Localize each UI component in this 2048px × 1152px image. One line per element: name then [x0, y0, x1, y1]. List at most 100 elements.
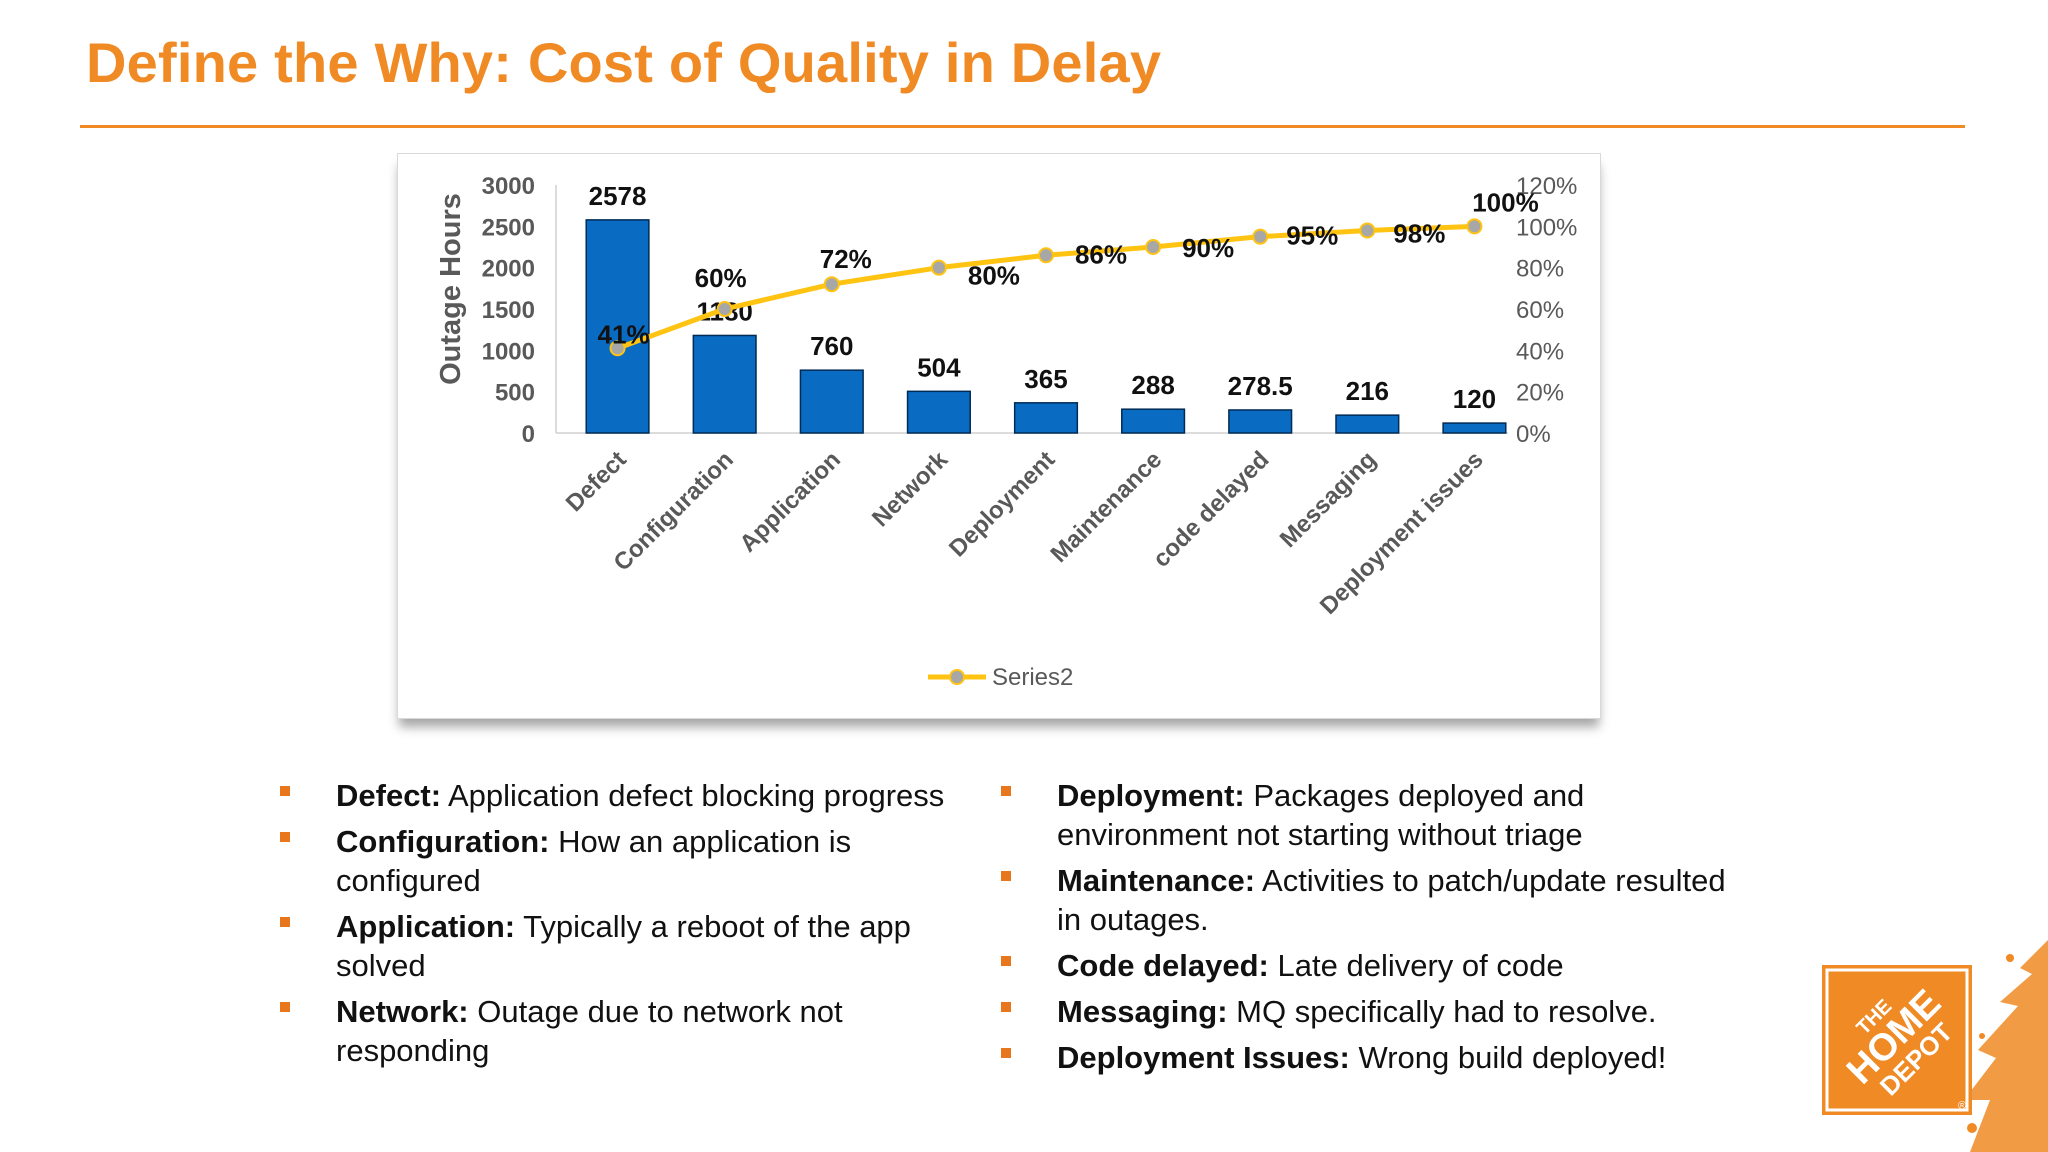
line-point [716, 301, 733, 317]
x-tick-label: Defect [561, 446, 632, 517]
definition-term: Configuration: [336, 824, 550, 859]
definition-term: Deployment: [1057, 778, 1245, 813]
definition-term: Messaging: [1057, 994, 1228, 1029]
y2-tick-label: 120% [1516, 173, 1577, 200]
bar [1335, 414, 1400, 434]
y-axis-title: Outage Hours [435, 193, 467, 385]
y2-tick-label: 20% [1516, 380, 1564, 407]
line-point [930, 259, 947, 276]
y-tick-label: 2000 [482, 256, 535, 283]
line-point [1466, 218, 1483, 235]
bar-value-label: 288 [1131, 370, 1174, 400]
definition-term: Maintenance: [1057, 863, 1256, 898]
line-value-label: 86% [1075, 239, 1127, 269]
legend-label: Series2 [992, 664, 1073, 691]
line-value-label: 80% [968, 261, 1020, 291]
definition-item: Configuration: How an application is con… [280, 822, 980, 900]
definition-text: MQ specifically had to resolve. [1236, 994, 1657, 1029]
chart-canvas: 0 500 1000 1500 2000 2500 3000 0% 20% 40% 60% 80% 1… [435, 173, 1577, 691]
definition-item: Network: Outage due to network not respo… [280, 992, 980, 1070]
definition-item: Application: Typically a reboot of the a… [280, 907, 980, 985]
y-tick-label: 1000 [482, 338, 535, 365]
definition-text: Application defect blocking progress [448, 778, 945, 813]
bar [692, 334, 757, 434]
bullet-square-icon [280, 832, 290, 842]
paint-splash [1964, 940, 2048, 1152]
definition-text: Wrong build deployed! [1358, 1040, 1667, 1075]
bar-value-label: 504 [917, 352, 961, 382]
y-tick-label: 0 [522, 421, 535, 448]
bar-value-label: 365 [1024, 364, 1067, 394]
definition-text: How an application is configured [336, 824, 852, 898]
bar-value-label: 216 [1346, 376, 1389, 406]
line-point [1038, 247, 1054, 264]
bullet-square-icon [280, 917, 290, 927]
definition-item: Code delayed: Late delivery of code [1001, 946, 1741, 985]
definition-term: Network: [336, 994, 469, 1029]
line-point [1145, 239, 1162, 255]
bullet-square-icon [280, 1002, 290, 1012]
x-tick-label: Maintenance [1045, 446, 1167, 568]
slide-title: Define the Why: Cost of Quality in Delay [86, 31, 1162, 94]
definition-item: Maintenance: Activities to patch/update … [1001, 861, 1741, 939]
definition-item: Messaging: MQ specifically had to resolv… [1001, 992, 1741, 1031]
y-tick-label: 3000 [482, 173, 535, 200]
x-tick-label: Network [867, 446, 954, 533]
line-value-label: 60% [695, 263, 747, 293]
bar [1228, 409, 1293, 434]
line-point [1359, 222, 1376, 239]
line-value-label: 98% [1393, 218, 1445, 248]
definition-item: Deployment: Packages deployed and enviro… [1001, 776, 1741, 854]
bar-value-label: 2578 [589, 181, 647, 211]
line-point [823, 276, 840, 293]
bullet-square-icon [1001, 786, 1011, 796]
definition-text: Activities to patch/update resulted in o… [1057, 863, 1726, 937]
definition-term: Defect: [336, 778, 442, 813]
y2-tick-label: 80% [1516, 256, 1564, 283]
line-point [609, 340, 626, 357]
bar [906, 390, 971, 434]
y2-tick-label: 40% [1516, 338, 1564, 365]
y-tick-label: 500 [495, 380, 535, 407]
definition-term: Code delayed: [1057, 948, 1269, 983]
line-value-label: 100% [1472, 187, 1539, 217]
line-value-label: 72% [820, 244, 872, 274]
bar [799, 369, 864, 434]
y2-tick-label: 100% [1516, 214, 1577, 241]
bullet-square-icon [1001, 871, 1011, 881]
definition-text: Packages deployed and environment not st… [1057, 778, 1585, 852]
y2-tick-label: 0% [1516, 421, 1551, 448]
definition-item: Defect: Application defect blocking prog… [280, 776, 980, 815]
bullet-square-icon [280, 786, 290, 796]
bar [1442, 422, 1507, 434]
definitions-right: Deployment: Packages deployed and enviro… [1001, 776, 1741, 1084]
title-divider [80, 125, 1965, 128]
y-tick-label: 1500 [482, 297, 535, 324]
definition-term: Deployment Issues: [1057, 1040, 1350, 1075]
bar [585, 219, 650, 434]
home-depot-logo: THE HOME DEPOT ® [1822, 965, 1972, 1115]
bar [1121, 408, 1186, 434]
x-tick-label: Deployment [944, 446, 1060, 562]
y2-tick-label: 60% [1516, 297, 1564, 324]
bullet-square-icon [1001, 1048, 1011, 1058]
line-value-label: 41% [598, 319, 650, 349]
bar-value-label: 120 [1453, 384, 1496, 414]
pareto-chart: 0 500 1000 1500 2000 2500 3000 0% 20% 40% 60% 80% 1… [397, 153, 1601, 719]
bar-value-label: 760 [810, 331, 853, 361]
line-value-label: 90% [1182, 233, 1234, 263]
definition-term: Application: [336, 909, 516, 944]
bullet-square-icon [1001, 1002, 1011, 1012]
bar-value-label: 278.5 [1228, 371, 1293, 401]
x-tick-label: Messaging [1275, 446, 1382, 553]
bullet-square-icon [1001, 956, 1011, 966]
definition-text: Late delivery of code [1277, 948, 1564, 983]
definition-text: Typically a reboot of the app solved [336, 909, 911, 983]
x-tick-label: Application [735, 446, 846, 557]
logo-registered-mark: ® [1958, 1100, 1966, 1112]
line-point [1252, 228, 1269, 245]
bar [1013, 402, 1079, 434]
definition-text: Outage due to network not responding [336, 994, 843, 1068]
line-value-label: 95% [1286, 221, 1338, 251]
legend-marker-swatch [949, 669, 965, 685]
